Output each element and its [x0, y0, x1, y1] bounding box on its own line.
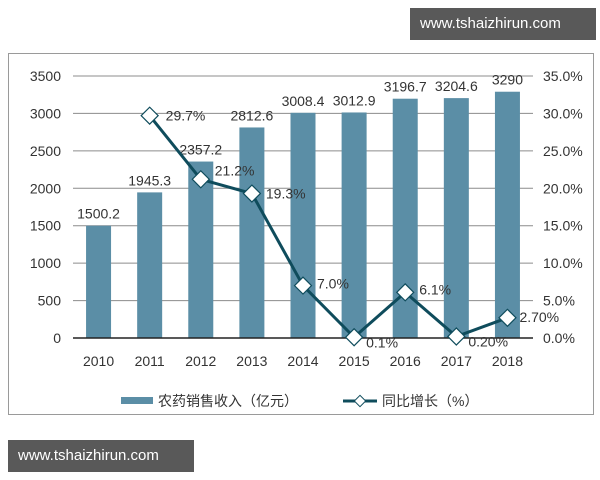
growth-value-label: 7.0% — [317, 276, 349, 292]
legend-line-label: 同比增长（%） — [382, 393, 478, 409]
legend: 农药销售收入（亿元） 同比增长（%） — [121, 393, 478, 409]
diamond-marker-icon — [344, 327, 364, 347]
bar-value-label: 3290 — [492, 72, 523, 88]
x-tick-label: 2011 — [135, 353, 165, 369]
right-tick-label: 25.0% — [543, 143, 583, 159]
left-tick-label: 1000 — [30, 255, 61, 271]
left-axis-ticks: 0 500 1000 1500 2000 2500 3000 3500 — [30, 68, 61, 346]
right-tick-label: 20.0% — [543, 180, 583, 196]
left-tick-label: 2500 — [30, 143, 61, 159]
right-axis-ticks: 0.0% 5.0% 10.0% 15.0% 20.0% 25.0% 30.0% 35.0% — [543, 68, 583, 346]
diamond-marker-icon — [446, 327, 466, 346]
bar-value-label: 2357.2 — [179, 142, 222, 158]
bar-value-label: 3204.6 — [435, 78, 478, 94]
right-tick-label: 10.0% — [543, 255, 583, 271]
right-tick-label: 5.0% — [543, 293, 575, 309]
bar-value-label: 3012.9 — [333, 92, 376, 108]
right-tick-label: 0.0% — [543, 330, 575, 346]
growth-value-label: 0.1% — [366, 334, 398, 350]
line-data-labels: 29.7% 21.2% 19.3% 7.0% 0.1% 6.1% 0.20% 2.70% — [166, 108, 559, 351]
left-tick-label: 500 — [38, 293, 62, 309]
growth-value-label: 6.1% — [419, 281, 451, 297]
combo-chart: 0 500 1000 1500 2000 2500 3000 3500 0.0% 5.0% 10.… — [30, 68, 583, 409]
watermark-bottom: www.tshaizhirun.com — [8, 440, 194, 472]
right-tick-label: 30.0% — [543, 105, 583, 121]
x-tick-label: 2010 — [83, 353, 114, 369]
x-tick-label: 2017 — [441, 353, 472, 369]
legend-bar-label: 农药销售收入（亿元） — [158, 393, 298, 409]
bar-2015 — [341, 112, 367, 338]
bar-value-label: 1945.3 — [128, 172, 171, 188]
diamond-marker-icon — [191, 169, 211, 189]
bar-2016 — [392, 98, 418, 339]
bar-2012 — [188, 161, 214, 338]
bar-value-label: 3196.7 — [384, 79, 427, 95]
right-tick-label: 35.0% — [543, 68, 583, 84]
x-tick-label: 2012 — [185, 353, 216, 369]
growth-value-label: 2.70% — [519, 309, 559, 325]
x-tick-label: 2018 — [492, 353, 523, 369]
diamond-marker-icon — [140, 106, 160, 126]
bar-2010 — [86, 225, 112, 338]
left-tick-label: 0 — [53, 330, 61, 346]
left-tick-label: 3500 — [30, 68, 61, 84]
left-tick-label: 2000 — [30, 180, 61, 196]
bar-value-label: 1500.2 — [77, 206, 120, 222]
bar-2013 — [239, 127, 265, 338]
x-tick-label: 2013 — [236, 353, 267, 369]
x-axis-labels: 2010 2011 2012 2013 2014 2015 2016 2017 2018 — [83, 353, 523, 369]
bar-value-label: 3008.4 — [282, 93, 325, 109]
bar-2018 — [494, 91, 520, 338]
diamond-marker-icon — [498, 308, 517, 328]
diamond-marker-icon — [395, 283, 415, 302]
bar-2017 — [443, 98, 469, 339]
growth-value-label: 19.3% — [266, 186, 306, 202]
legend-bar-swatch-icon — [121, 397, 153, 404]
watermark-top: www.tshaizhirun.com — [410, 8, 596, 40]
line-series-yoy-growth — [140, 106, 517, 347]
x-tick-label: 2015 — [339, 353, 370, 369]
growth-line — [148, 114, 508, 340]
left-tick-label: 1500 — [30, 218, 61, 234]
right-tick-label: 15.0% — [543, 218, 583, 234]
bar-series-pesticide-revenue — [86, 91, 520, 339]
chart-container: 0 500 1000 1500 2000 2500 3000 3500 0.0% 5.0% 10.… — [8, 53, 594, 415]
bar-2014 — [290, 112, 316, 338]
growth-value-label: 21.2% — [215, 162, 255, 178]
bar-value-label: 2812.6 — [230, 107, 273, 123]
x-tick-label: 2016 — [390, 353, 421, 369]
bar-data-labels: 1500.2 1945.3 2357.2 2812.6 3008.4 3012.9 3196… — [77, 72, 523, 222]
x-tick-label: 2014 — [287, 353, 318, 369]
growth-value-label: 29.7% — [166, 108, 206, 124]
growth-value-label: 0.20% — [468, 334, 508, 350]
diamond-marker-icon — [293, 276, 313, 295]
legend-diamond-icon — [353, 394, 367, 408]
diamond-marker-icon — [242, 184, 262, 203]
bar-2011 — [137, 192, 163, 338]
left-tick-label: 3000 — [30, 105, 61, 121]
